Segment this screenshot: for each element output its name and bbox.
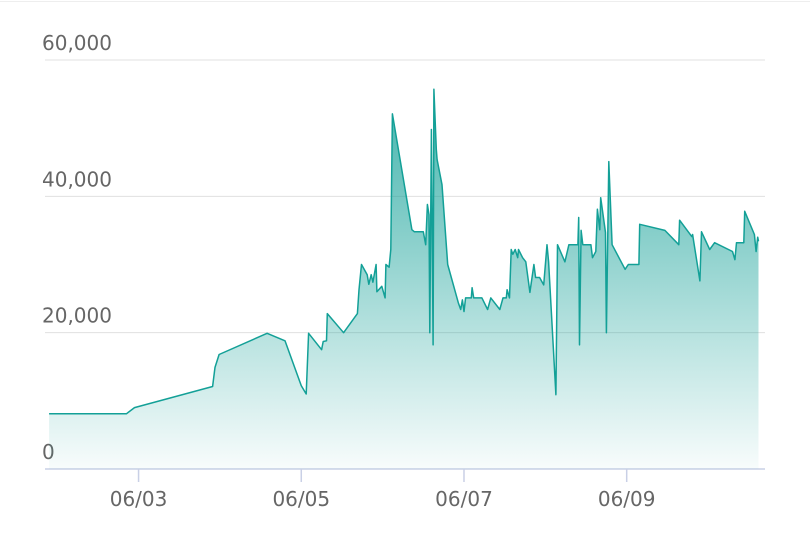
y-tick-label: 40,000: [42, 167, 112, 191]
x-tick-label: 06/07: [435, 487, 493, 511]
y-tick-label: 60,000: [42, 31, 112, 55]
x-tick-label: 06/03: [110, 487, 168, 511]
x-tick-label: 06/09: [598, 487, 656, 511]
x-tick-label: 06/05: [272, 487, 330, 511]
area: [49, 89, 759, 470]
y-tick-label: 20,000: [42, 304, 112, 328]
line: [49, 88, 760, 415]
